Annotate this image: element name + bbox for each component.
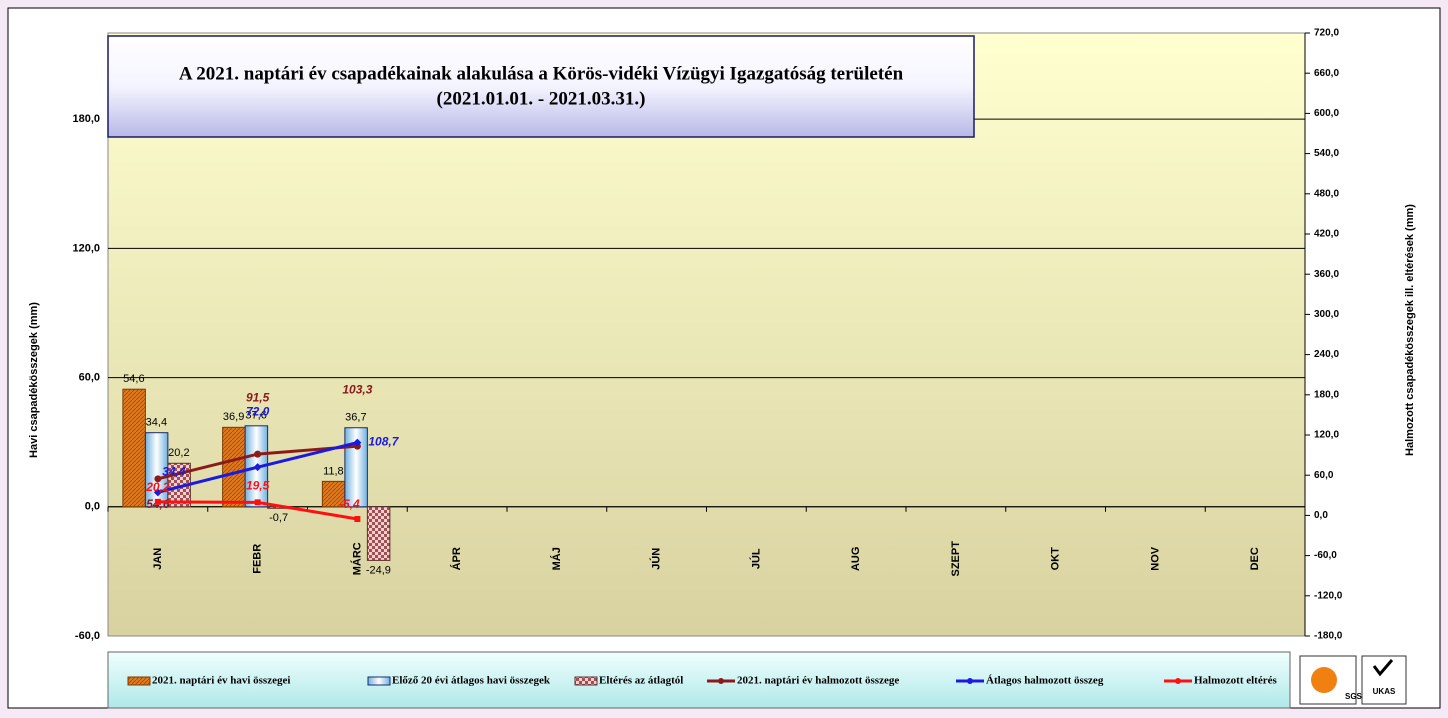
y2-tick-label: -180,0 — [1314, 631, 1343, 642]
marker — [254, 450, 262, 458]
line-value-label: -5,4 — [339, 497, 360, 511]
legend-marker — [718, 678, 724, 684]
marker — [153, 488, 162, 497]
y2-tick-label: 120,0 — [1314, 430, 1339, 441]
x-tick-label: NOV — [1149, 546, 1161, 571]
badges: SGS UKAS — [1299, 655, 1407, 705]
bar-value-label: 20,2 — [168, 447, 189, 459]
x-tick-label: DEC — [1249, 547, 1261, 570]
marker — [254, 499, 261, 506]
y-tick-label: 60,0 — [79, 371, 100, 383]
y2-tick-label: 420,0 — [1314, 229, 1339, 240]
line-value-label: 34,4 — [162, 465, 186, 479]
y2-tick-label: 180,0 — [1314, 389, 1339, 400]
bar-value-label: 36,7 — [345, 412, 366, 424]
marker — [353, 438, 362, 447]
bar-value-label: 11,8 — [323, 465, 344, 477]
legend-label: 2021. naptári év halmozott összege — [737, 675, 899, 687]
x-tick-label: ÁPR — [450, 547, 463, 570]
x-tick-label: MÁRC — [350, 542, 363, 575]
marker — [154, 475, 162, 483]
legend-marker — [1175, 678, 1181, 684]
y2-axis-title: Halmozott csapadékösszegek ill. eltérése… — [1404, 204, 1416, 456]
legend-label: Átlagos halmozott összeg — [986, 675, 1104, 687]
y2-tick-label: 360,0 — [1314, 269, 1339, 280]
bar — [366, 506, 391, 561]
marker — [154, 498, 161, 505]
y2-tick-label: -60,0 — [1314, 550, 1337, 561]
legend-box — [107, 651, 1291, 709]
line-value-label: 20,2 — [145, 480, 170, 494]
legend-marker — [967, 678, 973, 684]
x-tick-label: MÁJ — [550, 547, 563, 570]
y2-tick-label: 720,0 — [1314, 28, 1339, 39]
line-value-label: 72,0 — [246, 404, 270, 418]
legend-swatch — [127, 676, 151, 686]
y2-tick-label: 240,0 — [1314, 349, 1339, 360]
legend-label: Eltérés az átlagtól — [599, 675, 683, 687]
y-tick-label: -60,0 — [75, 630, 100, 642]
x-tick-label: JÚL — [749, 548, 762, 569]
y2-tick-label: 540,0 — [1314, 148, 1339, 159]
chart-title: A 2021. naptári év csapadékainak alakulá… — [179, 63, 904, 84]
legend-label: Halmozott eltérés — [1194, 675, 1277, 687]
marker — [354, 516, 361, 523]
chart-subtitle: (2021.01.01. - 2021.03.31.) — [437, 88, 646, 109]
y-axis-title: Havi csapadékösszegek (mm) — [28, 302, 40, 458]
x-tick-label: FEBR — [252, 544, 264, 574]
badge-text: SGS — [1345, 692, 1363, 701]
x-tick-label: JÚN — [650, 548, 663, 570]
bar-value-label: 37,6 — [245, 410, 266, 422]
line-value-label: 103,3 — [342, 382, 372, 396]
x-tick-label: SZEPT — [950, 541, 962, 577]
y2-tick-label: 600,0 — [1314, 108, 1339, 119]
y2-tick-label: 300,0 — [1314, 309, 1339, 320]
y2-tick-label: 0,0 — [1314, 510, 1328, 521]
x-tick-label: OKT — [1050, 547, 1062, 571]
y2-tick-label: 60,0 — [1314, 470, 1334, 481]
y-tick-label: 180,0 — [72, 113, 100, 125]
bar-value-label: 54,6 — [123, 373, 144, 385]
y-tick-label: 120,0 — [72, 242, 100, 254]
bar — [344, 427, 368, 508]
y2-tick-label: 480,0 — [1314, 188, 1339, 199]
bar-value-label: -24,9 — [366, 564, 391, 576]
marker — [253, 463, 262, 472]
bar-value-label: -0,7 — [269, 512, 288, 524]
legend-label: Előző 20 évi átlagos havi összegek — [392, 675, 551, 687]
legend-label: 2021. naptári év havi összegei — [152, 675, 290, 687]
bar — [122, 388, 146, 508]
bar — [222, 426, 246, 508]
bar-value-label: 36,9 — [223, 411, 244, 423]
legend-swatch — [574, 676, 598, 686]
badge-text: UKAS — [1373, 687, 1396, 696]
y-tick-label: 0,0 — [85, 501, 100, 513]
title-box — [107, 35, 975, 138]
y2-tick-label: -120,0 — [1314, 590, 1343, 601]
bar-value-label: 34,4 — [146, 417, 167, 429]
line-value-label: 91,5 — [246, 390, 270, 404]
line-value-label: 19,5 — [246, 479, 270, 493]
x-tick-label: AUG — [850, 547, 862, 571]
y2-tick-label: 660,0 — [1314, 68, 1339, 79]
legend-swatch — [367, 676, 391, 686]
line-value-label: 108,7 — [368, 435, 399, 449]
x-tick-label: JAN — [152, 548, 164, 570]
